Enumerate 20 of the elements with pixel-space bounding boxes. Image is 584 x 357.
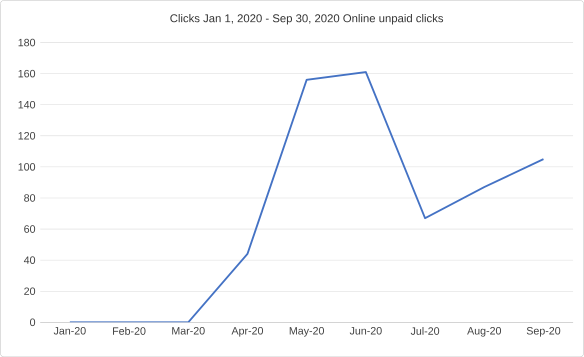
x-tick-label: Sep-20	[526, 326, 560, 337]
y-tick-label: 0	[30, 318, 36, 326]
y-tick-label: 180	[18, 38, 36, 46]
y-tick-label: 20	[24, 287, 36, 295]
x-tick-label: Apr-20	[231, 326, 264, 337]
y-tick-label: 80	[24, 194, 36, 202]
x-tick-label: Mar-20	[172, 326, 205, 334]
y-tick-label: 120	[18, 132, 36, 140]
y-tick-label: 140	[18, 100, 36, 108]
x-tick-label: Feb-20	[113, 326, 146, 335]
x-tick-label: Aug-20	[467, 326, 502, 337]
y-tick-label: 100	[18, 163, 36, 171]
x-tick-label: May-20	[290, 326, 324, 337]
chart-title: Clicks Jan 1, 2020 - Sep 30, 2020 Online unpaid clicks	[170, 14, 444, 24]
x-tick-label: Jul-20	[410, 326, 440, 335]
y-tick-label: 40	[24, 256, 36, 264]
x-tick-label: Jan-20	[54, 326, 86, 334]
y-tick-label: 160	[18, 70, 36, 78]
y-tick-label: 60	[24, 225, 36, 233]
x-tick-label: Jun-20	[350, 326, 382, 334]
